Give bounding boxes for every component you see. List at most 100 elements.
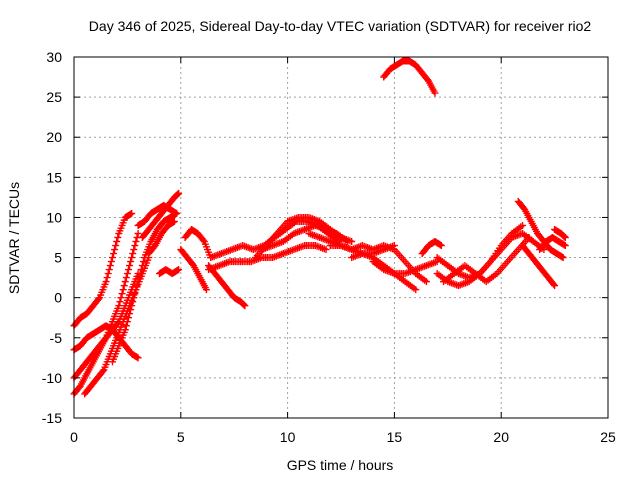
data-point [124, 266, 132, 274]
data-point [104, 270, 112, 278]
data-point [121, 278, 129, 286]
data-point [241, 302, 249, 310]
data-point [519, 221, 527, 229]
data-point [128, 254, 136, 262]
data-point [390, 242, 398, 250]
data-point [175, 266, 183, 274]
data-point [127, 258, 135, 266]
y-tick-label: 30 [46, 49, 62, 65]
series-arc-23 [418, 238, 445, 258]
data-marks [70, 57, 569, 398]
data-point [139, 258, 147, 266]
y-tick-label: -5 [50, 330, 63, 346]
y-tick-label: -10 [42, 370, 62, 386]
series-arc-11 [177, 246, 210, 294]
chart-title: Day 346 of 2025, Sidereal Day-to-day VTE… [89, 18, 592, 34]
y-tick-label: 15 [46, 169, 62, 185]
y-tick-label: 20 [46, 129, 62, 145]
data-point [559, 254, 567, 262]
data-point [138, 262, 146, 270]
x-axis-label: GPS time / hours [287, 457, 394, 473]
data-point [135, 274, 143, 282]
data-point [412, 286, 420, 294]
data-point [106, 262, 114, 270]
series-arc-28 [519, 242, 559, 290]
data-point [525, 234, 533, 241]
data-point [431, 89, 439, 97]
x-tick-label: 5 [177, 429, 185, 445]
series-arc-6 [108, 209, 181, 366]
data-point [123, 318, 131, 326]
x-tick-label: 20 [493, 429, 509, 445]
data-point [128, 302, 136, 310]
data-point [115, 302, 123, 310]
data-point [112, 242, 120, 250]
data-point [130, 246, 138, 254]
series-arc-21 [369, 258, 441, 278]
x-tick-label: 0 [70, 429, 78, 445]
data-point [105, 266, 113, 274]
series-arc-26 [440, 234, 533, 286]
x-tick-label: 10 [280, 429, 296, 445]
data-point [114, 319, 122, 327]
data-point [133, 282, 141, 290]
plot-frame [73, 56, 609, 419]
data-point [129, 250, 137, 258]
data-point [130, 294, 138, 302]
data-point [551, 282, 559, 290]
data-point [102, 278, 110, 286]
data-point [202, 286, 210, 294]
series-arc-30 [536, 234, 569, 254]
x-tick-label: 15 [387, 429, 403, 445]
data-point [113, 238, 121, 246]
data-point [199, 236, 207, 244]
series-arc-13 [205, 262, 249, 310]
y-tick-label: 25 [46, 89, 62, 105]
data-point [124, 314, 132, 322]
data-point [131, 290, 139, 298]
data-point [108, 254, 116, 262]
data-point [122, 274, 130, 282]
data-point [95, 295, 103, 303]
y-tick-label: 0 [54, 290, 62, 306]
series-arc-20 [348, 242, 398, 262]
data-point [343, 238, 351, 246]
x-tick-label: 25 [600, 429, 616, 445]
series-arc-9 [145, 217, 178, 258]
data-point [117, 294, 125, 302]
data-point [170, 217, 178, 225]
data-point [173, 209, 181, 217]
data-point [103, 274, 111, 282]
series-arc-2 [70, 209, 136, 330]
data-point [123, 270, 131, 278]
data-point [134, 278, 142, 286]
series-arc-12 [181, 225, 215, 262]
axis-ticks: 0 5 10 15 20 25 -15 -10 -5 0 5 10 15 20 25 30 [42, 49, 616, 445]
data-point [127, 306, 135, 314]
data-point [437, 242, 445, 250]
data-point [126, 310, 134, 318]
data-point [550, 280, 558, 288]
data-point [128, 209, 136, 217]
data-point [120, 282, 128, 290]
series-arc-29 [551, 225, 569, 241]
data-point [119, 286, 127, 294]
data-point [322, 246, 330, 254]
series-arc-22 [380, 57, 439, 97]
data-point [137, 266, 145, 274]
y-tick-label: 5 [54, 250, 62, 266]
data-point [132, 238, 140, 246]
data-point [99, 367, 107, 375]
data-point [118, 290, 126, 298]
data-point [110, 250, 118, 258]
data-point [136, 270, 144, 278]
data-point [175, 189, 183, 197]
data-point [107, 258, 115, 266]
data-point [561, 234, 569, 241]
data-point [114, 234, 122, 241]
y-axis-label: SDTVAR / TECUs [6, 182, 22, 294]
data-point [134, 354, 142, 362]
y-tick-label: 10 [46, 209, 62, 225]
series-arc-14 [205, 242, 330, 274]
